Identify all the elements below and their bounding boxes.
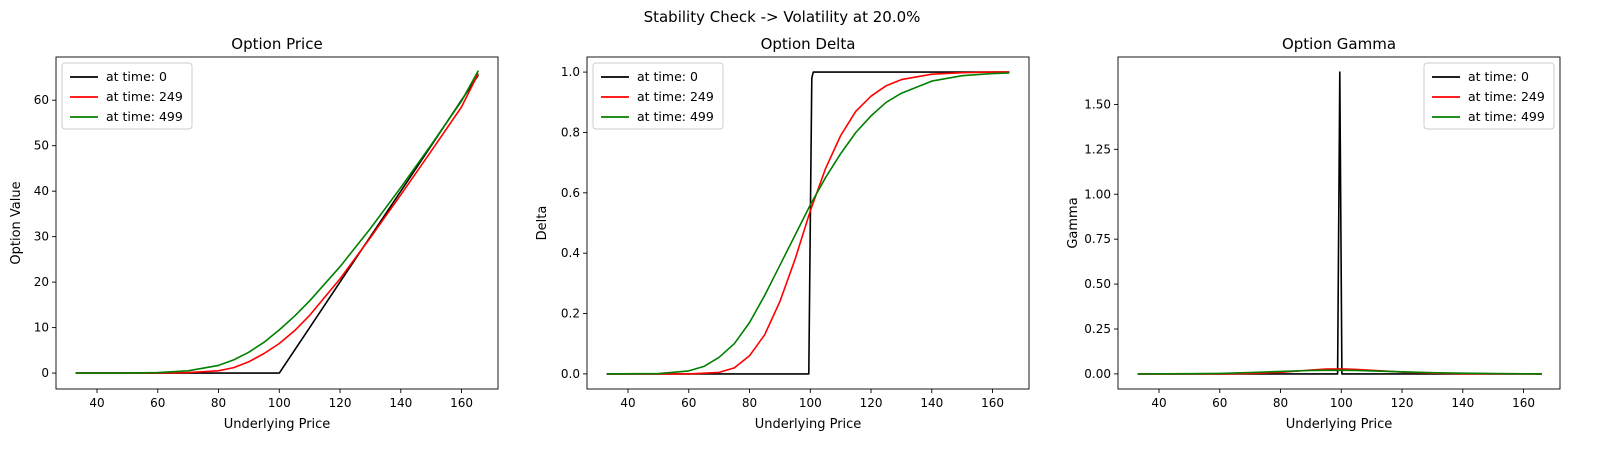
- series-line-2: [606, 71, 1010, 375]
- y-tick-label: 30: [34, 230, 49, 244]
- x-tick-label: 40: [89, 396, 104, 410]
- subplot-title: Option Gamma: [1282, 35, 1396, 53]
- plot-frame: [586, 56, 1030, 390]
- x-tick-label: 120: [329, 396, 352, 410]
- y-tick-label: 0.25: [1084, 322, 1111, 336]
- series-line-3: [606, 72, 1010, 375]
- series-line-1: [1137, 71, 1542, 375]
- x-tick-label: 160: [981, 396, 1004, 410]
- x-tick-label: 80: [211, 396, 226, 410]
- legend-label: at time: 499: [1468, 109, 1545, 124]
- y-tick-label: 0.00: [1084, 367, 1111, 381]
- figure-suptitle: Stability Check -> Volatility at 20.0%: [644, 8, 921, 26]
- x-tick-label: 80: [742, 396, 757, 410]
- legend-label: at time: 249: [106, 89, 183, 104]
- x-tick-label: 60: [1212, 396, 1227, 410]
- y-tick-label: 0.4: [561, 246, 580, 260]
- x-tick-label: 120: [860, 396, 883, 410]
- y-tick-label: 0.6: [561, 186, 580, 200]
- legend: at time: 0 at time: 249 at time: 499: [1423, 62, 1555, 130]
- x-tick-label: 60: [681, 396, 696, 410]
- x-tick-label: 80: [1273, 396, 1288, 410]
- legend-label: at time: 0: [1468, 69, 1529, 84]
- y-axis-label: Gamma: [1066, 197, 1081, 248]
- y-tick-label: 1.0: [561, 65, 580, 79]
- series-line-2: [75, 73, 480, 374]
- x-tick-label: 100: [799, 396, 822, 410]
- legend-box: [1423, 62, 1555, 130]
- y-tick-label: 0.75: [1084, 232, 1111, 246]
- subplot-2: Option Delta 40 60 80 100 120 140 160 0.0 0.2 0.4 0…: [535, 35, 1030, 432]
- plot-frame: [55, 56, 499, 390]
- series-line-1: [606, 71, 1010, 375]
- legend-label: at time: 0: [106, 69, 167, 84]
- plot-lines: [75, 70, 480, 374]
- x-axis-label: Underlying Price: [224, 417, 331, 432]
- y-tick-label: 60: [34, 93, 49, 107]
- y-tick-label: 0.50: [1084, 277, 1111, 291]
- legend-label: at time: 249: [637, 89, 714, 104]
- subplot-title: Option Price: [231, 35, 322, 53]
- legend-label: at time: 0: [637, 69, 698, 84]
- legend: at time: 0 at time: 249 at time: 499: [592, 62, 724, 130]
- y-tick-label: 1.00: [1084, 187, 1111, 201]
- y-tick-label: 1.25: [1084, 142, 1111, 156]
- subplot-title: Option Delta: [761, 35, 856, 53]
- x-tick-label: 120: [1391, 396, 1414, 410]
- x-tick-label: 40: [620, 396, 635, 410]
- series-line-3: [75, 70, 480, 374]
- x-tick-label: 160: [1512, 396, 1535, 410]
- subplot-1: Option Price 40 60 80 100 120 140 160 0 10 20 30 40 5…: [9, 35, 499, 432]
- x-axis-label: Underlying Price: [1286, 417, 1393, 432]
- plot-frame: [1117, 56, 1561, 390]
- x-tick-label: 140: [389, 396, 412, 410]
- y-tick-label: 0.8: [561, 125, 580, 139]
- x-axis-label: Underlying Price: [755, 417, 862, 432]
- series-line-3: [1137, 369, 1542, 375]
- y-tick-label: 10: [34, 321, 49, 335]
- x-tick-label: 40: [1151, 396, 1166, 410]
- legend: at time: 0 at time: 249 at time: 499: [61, 62, 193, 130]
- x-tick-label: 140: [1451, 396, 1474, 410]
- subplot-3: Option Gamma 40 60 80 100 120 140 160 0.00 0.25 0.…: [1066, 35, 1561, 432]
- legend-label: at time: 499: [637, 109, 714, 124]
- y-tick-label: 0: [41, 366, 49, 380]
- legend-label: at time: 249: [1468, 89, 1545, 104]
- legend-box: [592, 62, 724, 130]
- y-tick-label: 0.2: [561, 307, 580, 321]
- y-tick-label: 0.0: [561, 367, 580, 381]
- y-tick-label: 40: [34, 184, 49, 198]
- x-tick-label: 100: [268, 396, 291, 410]
- plot-lines: [1137, 71, 1542, 375]
- plot-lines: [606, 71, 1010, 375]
- y-tick-label: 50: [34, 139, 49, 153]
- y-tick-label: 1.50: [1084, 97, 1111, 111]
- subplots: Option Price 40 60 80 100 120 140 160 0 10 20 30 40 5…: [9, 35, 1561, 432]
- legend-label: at time: 499: [106, 109, 183, 124]
- y-axis-label: Delta: [535, 206, 550, 241]
- legend-box: [61, 62, 193, 130]
- x-tick-label: 140: [920, 396, 943, 410]
- y-tick-label: 20: [34, 275, 49, 289]
- y-axis-label: Option Value: [9, 181, 24, 264]
- x-tick-label: 160: [450, 396, 473, 410]
- x-tick-label: 60: [150, 396, 165, 410]
- x-tick-label: 100: [1330, 396, 1353, 410]
